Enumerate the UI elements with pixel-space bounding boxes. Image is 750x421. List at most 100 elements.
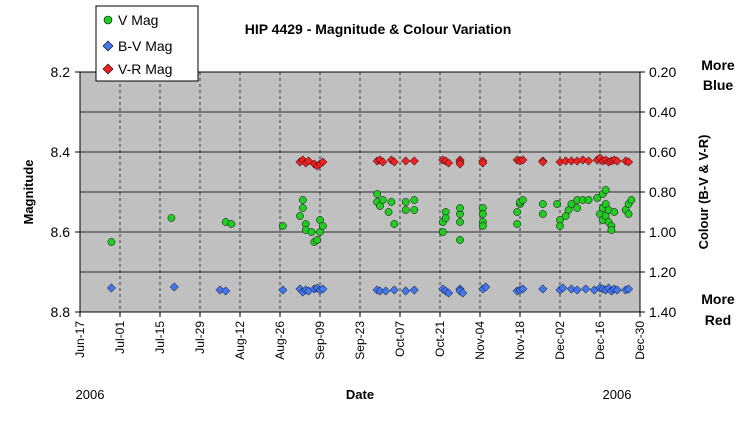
y-tick-label: 8.2: [51, 64, 71, 80]
point-v-r-mag: [444, 158, 454, 168]
point-b-v-mag: [518, 284, 528, 294]
point-v-mag: [539, 210, 547, 218]
point-v-mag: [441, 214, 450, 222]
point-v-r-mag: [624, 157, 634, 167]
x-axis-label: Date: [346, 387, 374, 402]
point-v-r-mag: [389, 157, 399, 167]
point-v-r-mag: [318, 157, 328, 167]
point-b-v-mag: [624, 284, 634, 294]
y2-tick-label: 1.20: [649, 264, 676, 280]
point-v-mag: [313, 236, 321, 244]
legend-marker-v-mag: [103, 15, 113, 25]
x-tick-label: Oct-21: [433, 321, 447, 357]
point-v-mag: [390, 220, 399, 228]
point-b-v-mag: [444, 288, 454, 298]
point-v-mag: [519, 196, 527, 204]
legend-label-v-mag: V Mag: [118, 12, 158, 28]
y-tick-label: 8.6: [51, 224, 71, 240]
point-v-mag: [553, 200, 561, 208]
point-v-r-mag: [538, 157, 548, 167]
x-tick-label: Nov-04: [473, 321, 487, 360]
point-b-v-mag: [581, 284, 591, 294]
point-v-mag: [401, 206, 410, 214]
x-year-left: 2006: [76, 387, 105, 402]
point-v-r-mag: [455, 159, 465, 169]
axis-ticks: Jun-17 Jul-01 Jul-15 Jul-29 Aug-12 Aug-26 Sep-…: [51, 64, 677, 360]
legend-marker-vr-mag: [102, 63, 114, 75]
point-b-v-mag: [558, 283, 568, 293]
y2-bottom-note-line2: Red: [705, 312, 731, 328]
x-tick-label: Dec-30: [633, 321, 647, 360]
point-v-mag: [439, 228, 447, 236]
y2-tick-label: 0.80: [649, 184, 676, 200]
y2-tick-label: 0.20: [649, 64, 676, 80]
point-v-mag: [384, 208, 393, 216]
point-v-mag: [624, 210, 633, 218]
point-v-mag: [601, 186, 610, 194]
point-v-mag: [167, 214, 176, 222]
point-b-v-mag: [169, 282, 179, 292]
point-v-mag: [456, 236, 464, 244]
legend-item-vr-mag: V-R Mag: [102, 61, 172, 77]
point-v-mag: [373, 190, 381, 198]
x-tick-label: Oct-07: [393, 321, 407, 357]
point-b-v-mag: [215, 285, 225, 295]
point-v-mag: [556, 222, 564, 230]
point-b-v-mag: [566, 284, 576, 294]
y2-top-note-line1: More: [701, 57, 735, 73]
point-v-mag: [584, 196, 593, 204]
legend-item-bv-mag: B-V Mag: [102, 38, 172, 54]
point-b-v-mag: [318, 284, 328, 294]
point-v-r-mag: [409, 156, 419, 166]
point-v-mag: [227, 220, 236, 228]
legend-item-v-mag: V Mag: [103, 12, 158, 28]
point-b-v-mag: [221, 286, 231, 296]
point-b-v-mag: [572, 285, 582, 295]
y-axis-label: Magnitude: [21, 160, 36, 225]
data-points: [106, 153, 636, 298]
point-v-mag: [307, 228, 316, 236]
point-v-mag: [379, 196, 387, 204]
y2-tick-label: 0.60: [649, 144, 676, 160]
legend-box: [95, 5, 199, 82]
x-tick-label: Jun-17: [73, 321, 87, 358]
point-v-mag: [456, 218, 464, 226]
x-tick-label: Dec-16: [593, 321, 607, 360]
point-v-r-mag: [401, 156, 411, 166]
point-b-v-mag: [481, 282, 491, 292]
point-v-mag: [513, 220, 521, 228]
y2-tick-label: 1.00: [649, 224, 676, 240]
point-v-r-mag: [518, 155, 528, 165]
y2-top-note-line2: Blue: [703, 77, 734, 93]
point-v-mag: [299, 204, 307, 212]
x-tick-label: Jul-29: [193, 321, 207, 354]
point-v-mag: [410, 206, 419, 214]
point-v-mag: [539, 200, 547, 208]
legend-label-bv-mag: B-V Mag: [118, 38, 172, 54]
point-b-v-mag: [458, 288, 468, 298]
point-b-v-mag: [389, 285, 399, 295]
point-v-mag: [610, 208, 619, 216]
point-v-mag: [593, 194, 601, 202]
point-v-mag: [107, 238, 116, 246]
point-b-v-mag: [278, 285, 288, 295]
point-v-mag: [387, 198, 396, 206]
point-v-mag: [296, 212, 304, 220]
point-v-mag: [279, 222, 287, 230]
point-v-r-mag: [578, 155, 588, 165]
point-v-mag: [479, 222, 487, 230]
point-b-v-mag: [381, 286, 391, 296]
point-v-r-mag: [378, 157, 388, 167]
y2-tick-label: 0.40: [649, 104, 676, 120]
legend: V Mag B-V Mag V-R Mag: [95, 5, 199, 82]
legend-marker-bv-mag: [102, 40, 114, 52]
chart-title: HIP 4429 - Magnitude & Colour Variation: [245, 21, 512, 37]
point-b-v-mag: [106, 283, 116, 293]
y-tick-label: 8.8: [51, 304, 71, 320]
point-v-mag: [573, 204, 581, 212]
y2-axis-label: Colour (B-V & V-R): [696, 135, 711, 250]
point-b-v-mag: [612, 285, 622, 295]
x-tick-label: Aug-26: [273, 321, 287, 360]
point-v-mag: [401, 198, 410, 206]
